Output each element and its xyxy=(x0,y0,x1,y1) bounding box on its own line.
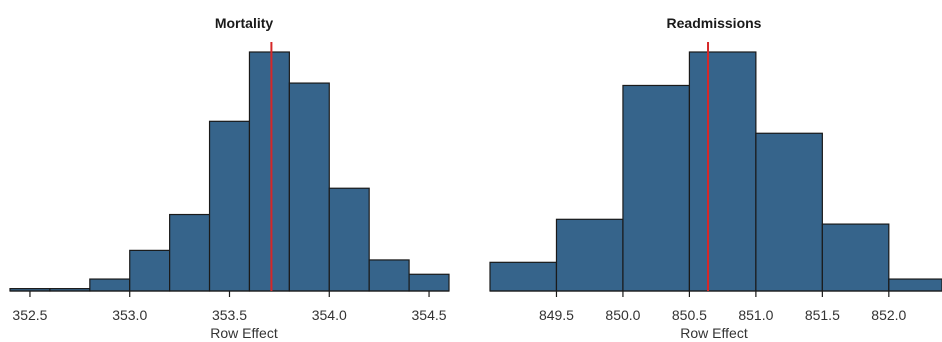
readmissions-bar-0 xyxy=(489,261,558,292)
mortality-bar-4 xyxy=(169,213,211,292)
mortality-bar-2 xyxy=(89,278,131,292)
mortality-bar-5 xyxy=(208,120,251,292)
mortality-bar-8 xyxy=(328,187,370,292)
readmissions-bar-3 xyxy=(688,51,757,292)
readmissions-bar-1 xyxy=(555,218,624,292)
readmissions-x-tick-label: 851.0 xyxy=(738,307,773,323)
readmissions-bar-6 xyxy=(888,278,942,292)
mortality-bar-9 xyxy=(368,259,410,292)
mortality-title: Mortality xyxy=(215,15,274,31)
mortality-x-tick-label: 354.5 xyxy=(412,307,447,323)
mortality-x-tick-label: 352.5 xyxy=(12,307,47,323)
readmissions-panel: Readmissions Row Effect 849.5 850.0 850.5 8… xyxy=(489,15,942,341)
mortality-x-tick-label: 353.5 xyxy=(212,307,247,323)
readmissions-bar-5 xyxy=(821,223,890,292)
mortality-x-tick-label: 353.0 xyxy=(112,307,147,323)
mortality-panel: Mortality Row Effect 352.5 353.0 353.5 354.… xyxy=(9,15,450,341)
mortality-bar-6 xyxy=(248,51,290,292)
readmissions-x-tick-label: 850.0 xyxy=(605,307,640,323)
mortality-bar-7 xyxy=(288,82,330,292)
mortality-bar-3 xyxy=(129,249,171,292)
readmissions-x-tick-label: 850.5 xyxy=(672,307,707,323)
readmissions-x-tick-label: 849.5 xyxy=(539,307,574,323)
readmissions-bar-2 xyxy=(622,84,691,292)
readmissions-x-tick-label: 852.0 xyxy=(871,307,906,323)
readmissions-x-axis-label: Row Effect xyxy=(680,325,748,341)
readmissions-title: Readmissions xyxy=(667,15,762,31)
mortality-x-axis-label: Row Effect xyxy=(210,325,278,341)
mortality-bar-10 xyxy=(408,273,450,292)
mortality-x-tick-label: 354.0 xyxy=(312,307,347,323)
readmissions-bar-4 xyxy=(755,132,823,292)
readmissions-x-tick-label: 851.5 xyxy=(805,307,840,323)
